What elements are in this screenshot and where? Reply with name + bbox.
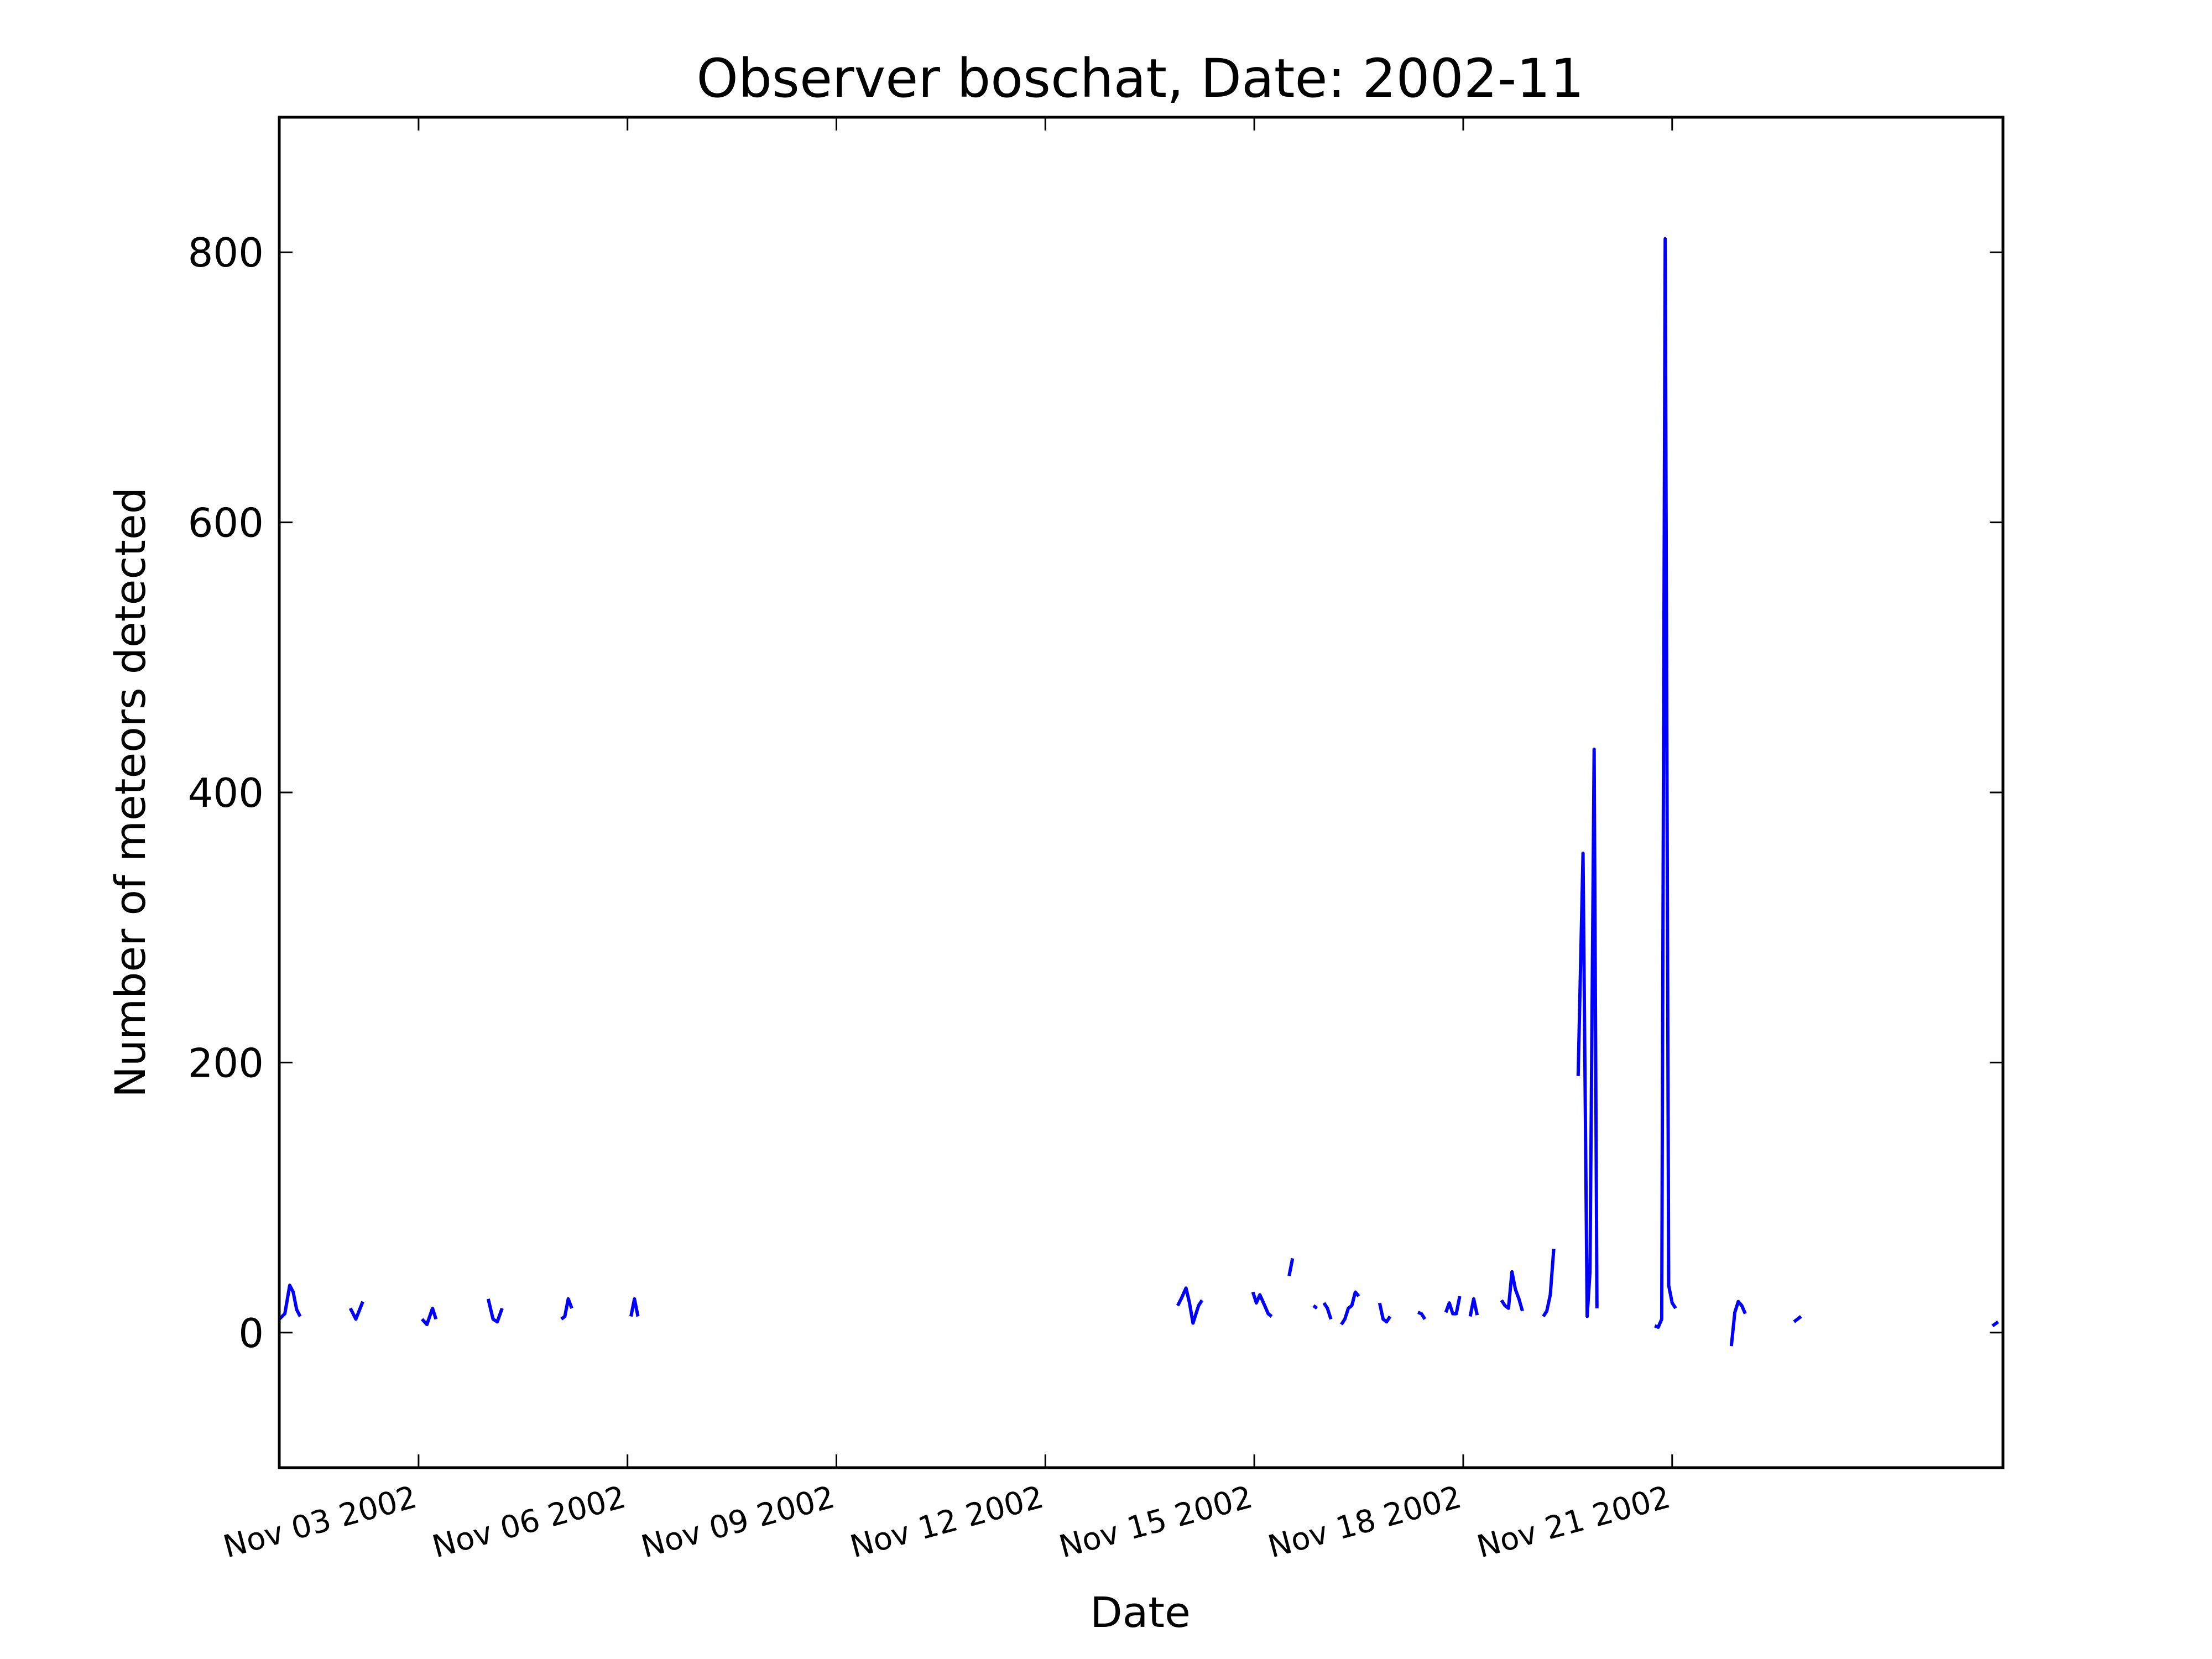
series-line-segment (1576, 747, 1599, 1318)
plot-area (278, 237, 1999, 1347)
series-line-segment (1542, 1249, 1556, 1318)
series-line-segment (1991, 1320, 1999, 1328)
series-line-segment (1654, 237, 1677, 1329)
series-line-segment (1729, 1300, 1747, 1347)
chart-title: Observer boschat, Date: 2002-11 (696, 48, 1584, 109)
y-tick-label: 200 (188, 1040, 264, 1086)
series-line-segment (1378, 1302, 1392, 1324)
x-tick-label: Nov 09 2002 (638, 1479, 838, 1566)
y-axis-label: Number of meteors detected (106, 487, 155, 1098)
y-tick-label: 800 (188, 229, 264, 276)
series-line-segment (1312, 1304, 1318, 1310)
series-line-segment (1500, 1270, 1524, 1312)
x-tick-label: Nov 18 2002 (1264, 1479, 1465, 1566)
x-axis-label: Date (1090, 1588, 1191, 1637)
y-tick-label: 0 (238, 1310, 264, 1357)
series-line-segment (1251, 1291, 1273, 1318)
series-line-segment (348, 1301, 364, 1321)
series-line-segment (629, 1297, 640, 1317)
series-line-segment (1793, 1315, 1802, 1323)
series-line-segment (1444, 1296, 1462, 1316)
series-line-segment (1176, 1286, 1204, 1325)
x-tick-label: Nov 06 2002 (429, 1479, 629, 1566)
series-line-segment (1468, 1297, 1479, 1317)
y-tick-label: 400 (188, 770, 264, 816)
x-tick-label: Nov 15 2002 (1056, 1479, 1256, 1566)
axes-frame (278, 116, 2005, 1469)
series-line-segment (486, 1298, 504, 1324)
series-line-segment (1417, 1311, 1427, 1321)
y-tick-label: 600 (188, 500, 264, 546)
series-line-segment (278, 1284, 302, 1321)
series-line-segment (1322, 1302, 1333, 1320)
series-line-segment (420, 1306, 438, 1327)
x-axis: Nov 03 2002 Nov 06 2002 Nov 09 2002 Nov 12 … (220, 117, 1674, 1565)
series-line-segment (1340, 1290, 1360, 1326)
x-tick-label: Nov 12 2002 (847, 1479, 1047, 1566)
series-line-segment (560, 1297, 573, 1321)
x-tick-label: Nov 21 2002 (1473, 1479, 1674, 1566)
x-tick-label: Nov 03 2002 (220, 1479, 420, 1566)
series-line-segment (1287, 1258, 1295, 1276)
y-axis: 0 200 400 600 800 (188, 229, 2003, 1357)
